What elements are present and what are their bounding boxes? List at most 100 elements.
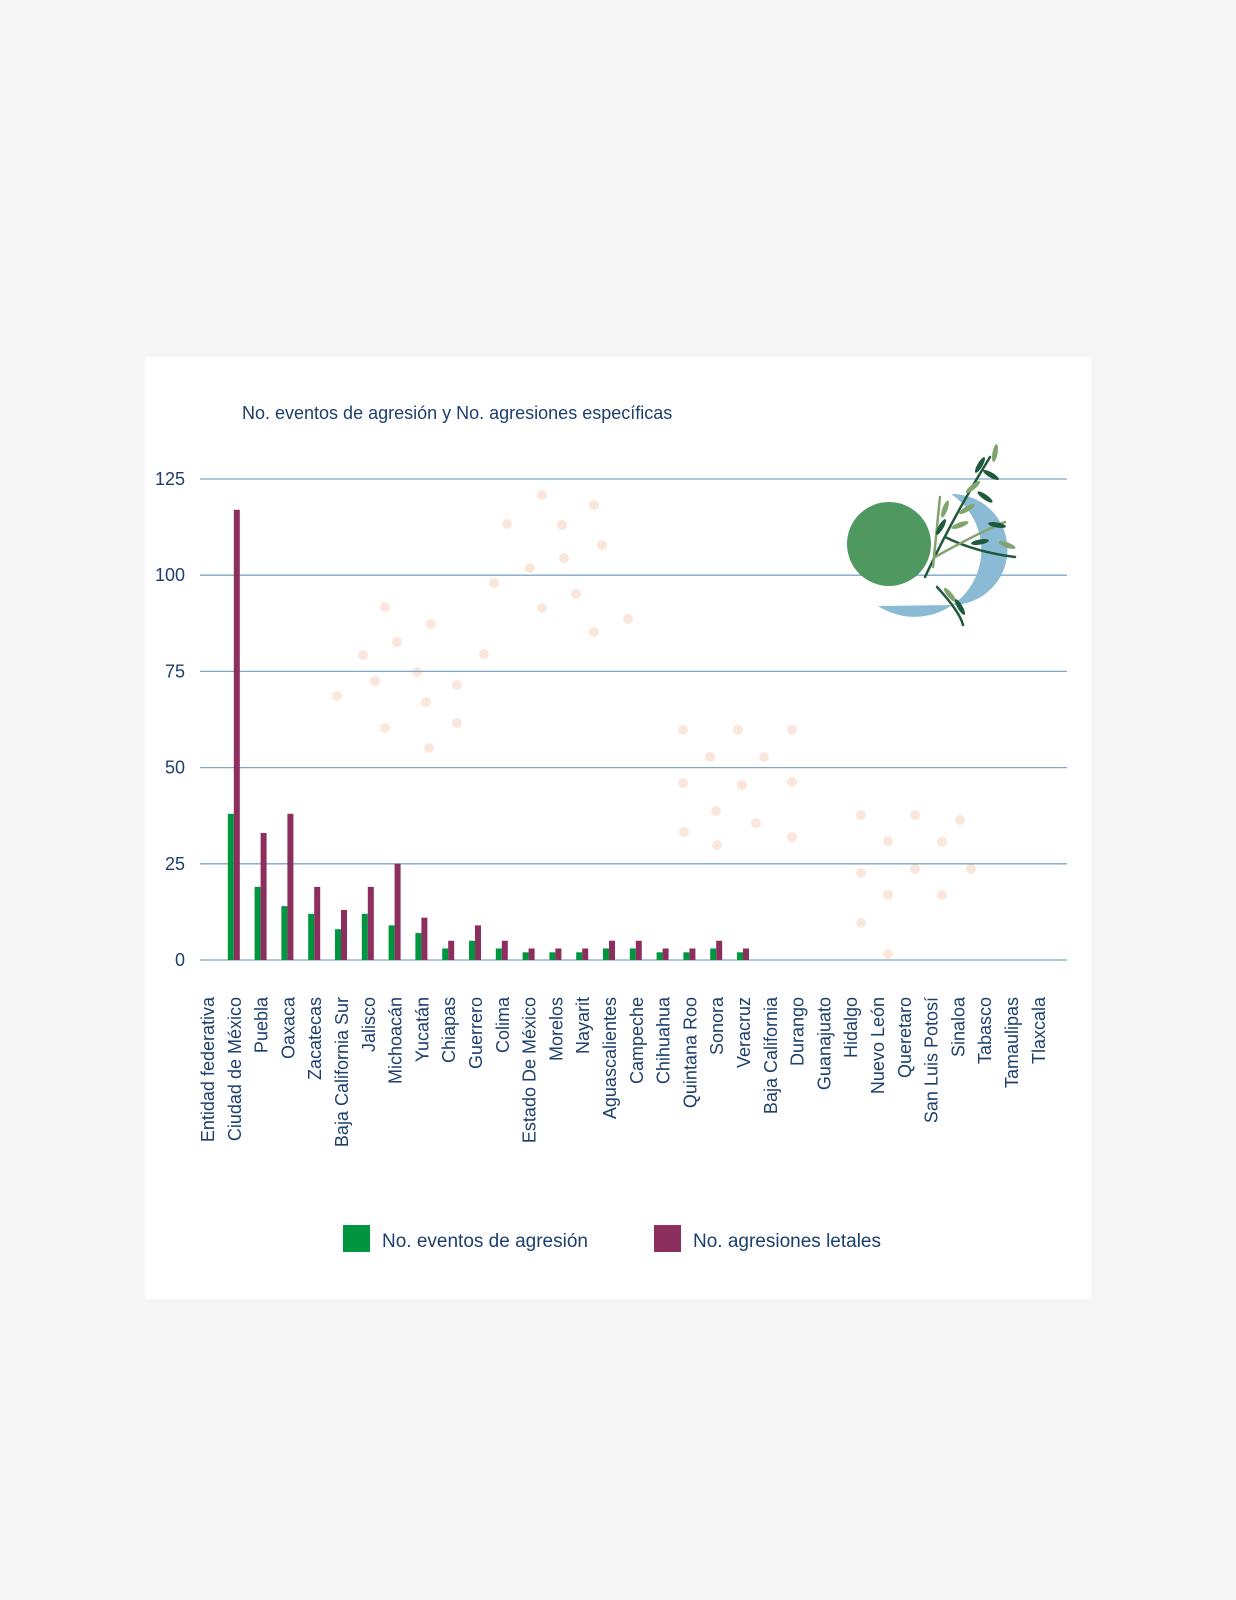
decor-dot (589, 500, 599, 510)
branch-stem (923, 455, 992, 579)
bar-eventos (308, 913, 315, 960)
x-tick-label: Campeche (627, 997, 647, 1084)
decor-dot (966, 864, 976, 874)
legend-swatch (654, 1225, 681, 1252)
bar-eventos (495, 948, 502, 960)
x-tick-label: Chiapas (439, 997, 459, 1063)
bar-eventos (576, 952, 583, 960)
legend-label: No. eventos de agresión (382, 1231, 588, 1252)
bar-eventos (335, 929, 341, 960)
decor-dot (883, 836, 893, 846)
leaf (954, 599, 966, 615)
x-tick-label: Chihuahua (654, 996, 674, 1084)
bar-letales (609, 940, 615, 960)
decor-dot (597, 540, 607, 550)
leaf (988, 522, 1006, 528)
x-tick-label: Tamaulipas (1002, 997, 1022, 1088)
x-tick-label: Durango (788, 997, 808, 1066)
plant-emblem (847, 444, 1017, 627)
decor-dot (332, 691, 342, 701)
bar-letales (582, 948, 589, 960)
decor-dot (787, 832, 797, 842)
bar-letales (341, 909, 347, 960)
y-tick-label: 100 (155, 565, 185, 585)
bar-eventos (603, 948, 609, 960)
bar-letales (260, 833, 267, 960)
chart-title: No. eventos de agresión y No. agresiones… (242, 403, 672, 423)
x-tick-label: Quintana Roo (680, 997, 700, 1108)
bar-eventos (710, 948, 717, 960)
y-tick-label: 25 (165, 854, 185, 874)
decor-dot (678, 778, 688, 788)
x-tick-label: Aguascalientes (600, 997, 620, 1119)
branch-stem (943, 535, 1017, 559)
x-tick-label: Queretaro (895, 997, 915, 1078)
x-tick-label: Ciudad de México (225, 997, 245, 1141)
decor-dot (883, 949, 893, 959)
decor-dot (537, 490, 547, 500)
bar-letales (689, 948, 696, 960)
branch-stem (935, 585, 965, 627)
bar-letales (662, 948, 669, 960)
x-tick-label: Morelos (546, 997, 566, 1061)
x-tick-label: Zacatecas (305, 997, 325, 1080)
leaf (951, 521, 969, 529)
x-tick-label: San Luis Potosí (922, 997, 942, 1123)
decor-dot (883, 890, 893, 900)
decor-dot (426, 619, 436, 629)
x-tick-label: Yucatán (412, 997, 432, 1062)
bar-eventos (361, 913, 368, 960)
x-tick-label: Baja California (761, 996, 781, 1114)
decor-dot (955, 815, 965, 825)
x-tick-label: Estado De México (520, 997, 540, 1143)
branch-stem (931, 495, 942, 569)
x-tick-label: Nayarit (573, 997, 593, 1054)
x-tick-label: Oaxaca (278, 996, 298, 1059)
x-tick-label: Sinaloa (948, 996, 968, 1057)
leaf (943, 587, 957, 603)
background-decoration (332, 490, 976, 959)
bar-letales (743, 948, 749, 960)
x-tick-label: Michoacán (386, 997, 406, 1084)
leaf (959, 503, 975, 515)
decor-dot (787, 777, 797, 787)
bars (227, 509, 749, 960)
decor-dot (489, 578, 499, 588)
y-axis-ticks: 0 25 50 75 100 125 (155, 469, 185, 970)
decor-dot (937, 890, 947, 900)
bar-eventos (683, 952, 690, 960)
x-tick-label: Sonora (707, 996, 727, 1055)
decor-dot (910, 864, 920, 874)
bar-chart: No. eventos de agresión y No. agresiones… (155, 403, 1067, 1252)
green-circle (847, 502, 931, 586)
bar-letales (716, 940, 723, 960)
leaf (983, 469, 999, 481)
decor-dot (392, 637, 402, 647)
bar-letales (528, 948, 535, 960)
decor-dot (589, 627, 599, 637)
decor-dot (479, 649, 489, 659)
legend-swatch (343, 1225, 370, 1252)
decor-dot (910, 810, 920, 820)
bar-eventos (227, 813, 234, 960)
decor-dot (380, 602, 390, 612)
y-tick-label: 0 (175, 950, 185, 970)
decor-dot (559, 553, 569, 563)
decor-dot (856, 868, 866, 878)
decor-dot (502, 519, 512, 529)
bar-letales (421, 917, 428, 960)
decor-dot (733, 725, 743, 735)
leaf (992, 444, 998, 462)
bar-letales (367, 886, 374, 960)
decor-dot (557, 520, 567, 530)
bar-eventos (656, 952, 663, 960)
decor-dot (452, 718, 462, 728)
bar-letales (475, 925, 481, 960)
decor-dot (421, 697, 431, 707)
leaf (965, 480, 981, 494)
bar-eventos (415, 933, 422, 960)
bar-eventos (388, 925, 395, 960)
x-tick-label: Colima (493, 996, 513, 1053)
leaf (974, 457, 986, 473)
bar-letales (635, 940, 642, 960)
